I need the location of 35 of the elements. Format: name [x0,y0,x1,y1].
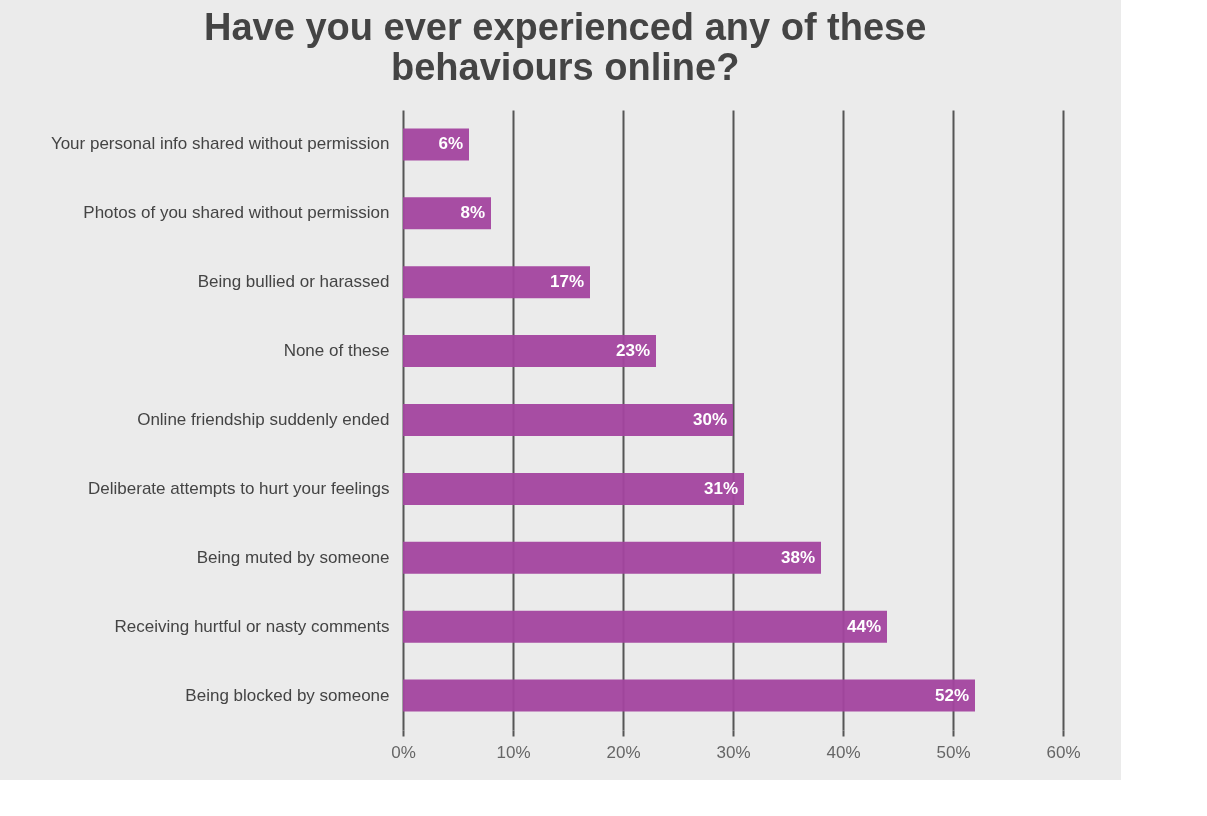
x-tick-label: 0% [391,742,416,762]
data-label: 52% [934,685,969,705]
y-tick-label: Photos of you shared without permission [83,203,390,223]
y-tick-label: Being blocked by someone [185,685,390,705]
y-tick-label: Your personal info shared without permission [50,134,390,154]
x-tick-label: 50% [936,742,971,762]
bar [403,610,887,643]
x-tick-label: 60% [1046,742,1081,762]
bar [403,266,590,299]
bar [403,541,821,574]
bar [403,335,656,368]
y-tick-label: Online friendship suddenly ended [137,410,390,429]
x-tick-label: 30% [716,742,751,762]
y-tick-label: Being muted by someone [196,547,390,567]
y-tick-label: Receiving hurtful or nasty comments [114,616,390,636]
y-tick-label: Being bullied or harassed [197,272,390,292]
data-label: 23% [615,341,650,361]
x-tick-label: 40% [826,742,861,762]
bar [403,472,744,505]
data-label: 17% [549,272,584,292]
bar [403,679,975,712]
x-tick-label: 20% [606,742,641,762]
data-label: 8% [460,203,485,223]
bar [403,404,733,436]
bar [403,128,469,161]
y-tick-label: None of these [283,341,390,361]
data-label: 30% [692,410,727,429]
x-tick-label: 10% [496,742,531,762]
data-label: 6% [438,134,463,154]
data-label: 38% [780,547,815,567]
data-label: 31% [703,478,738,498]
bar [403,197,491,230]
chart-title: Have you ever experienced any of these behaviours online? [204,6,927,88]
data-label: 44% [846,616,881,636]
y-tick-label: Deliberate attempts to hurt your feelings [88,478,390,498]
